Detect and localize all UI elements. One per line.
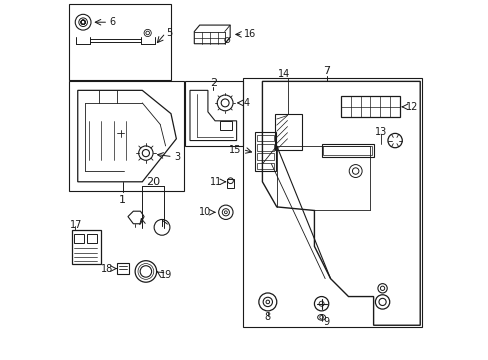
- Bar: [323, 146, 371, 155]
- Bar: [257, 153, 274, 160]
- Text: 1: 1: [119, 195, 126, 205]
- Bar: [72, 230, 101, 264]
- Text: 19: 19: [160, 270, 172, 280]
- Bar: [274, 114, 301, 149]
- Text: 13: 13: [374, 127, 386, 136]
- Text: 7: 7: [323, 66, 330, 76]
- Bar: [257, 135, 274, 141]
- Bar: [87, 234, 97, 243]
- Text: 6: 6: [109, 17, 115, 27]
- Text: 10: 10: [198, 207, 210, 217]
- Bar: [74, 234, 83, 243]
- Text: 16: 16: [244, 30, 256, 39]
- Bar: [242, 78, 421, 327]
- Text: 5: 5: [166, 28, 173, 38]
- Bar: [257, 163, 274, 169]
- Bar: [226, 179, 234, 188]
- Text: 8: 8: [264, 312, 270, 322]
- Bar: [69, 4, 171, 80]
- Text: 17: 17: [70, 220, 82, 230]
- Text: 20: 20: [146, 177, 160, 187]
- Bar: [341, 96, 400, 117]
- Bar: [257, 144, 274, 150]
- Text: 14: 14: [277, 69, 289, 79]
- Bar: [117, 263, 128, 274]
- Text: 2: 2: [209, 78, 216, 88]
- Text: 3: 3: [174, 152, 180, 162]
- Bar: [69, 81, 183, 191]
- Bar: [321, 144, 373, 157]
- Text: 15: 15: [228, 144, 241, 154]
- Text: 18: 18: [101, 264, 113, 274]
- Bar: [255, 132, 276, 171]
- Text: 4: 4: [243, 98, 249, 108]
- Text: 12: 12: [405, 102, 417, 112]
- Text: 9: 9: [323, 318, 329, 327]
- Bar: [220, 121, 231, 130]
- Bar: [185, 81, 242, 146]
- Text: 11: 11: [209, 177, 222, 187]
